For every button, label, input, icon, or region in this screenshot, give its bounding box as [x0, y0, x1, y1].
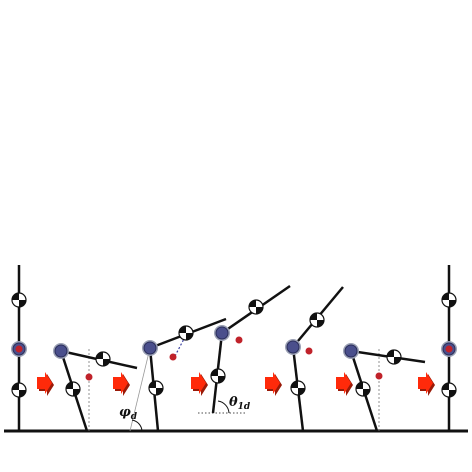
pose-4: θ1d	[198, 284, 291, 414]
motion-direction-arrow-icon	[418, 372, 435, 396]
pose-6	[342, 342, 426, 432]
motion-direction-arrow-icon	[113, 372, 130, 396]
lower-link-com-icon	[65, 381, 81, 397]
pose-5	[284, 286, 344, 432]
lower-link-com-icon	[210, 368, 226, 384]
pose-2	[52, 342, 138, 432]
hip-joint-icon	[284, 338, 302, 356]
upper-link-com-icon	[386, 349, 402, 365]
pose-7-standing	[440, 265, 458, 431]
hip-joint-icon	[141, 339, 159, 357]
lower-link-com-icon	[441, 382, 457, 398]
center-of-mass-icon	[235, 336, 243, 344]
hip-joint-icon	[213, 324, 231, 342]
center-of-mass-icon	[169, 353, 177, 361]
upper-link-com-icon	[178, 325, 194, 341]
pose-3: φd	[119, 317, 227, 432]
hip-joint-icon	[10, 340, 28, 358]
motion-direction-arrow-icon	[37, 372, 54, 396]
motion-direction-arrow-icon	[265, 372, 282, 396]
upper-link-com-icon	[441, 292, 457, 308]
center-of-mass-icon	[85, 373, 93, 381]
hip-joint-icon	[342, 342, 360, 360]
phi-d-label: φd	[119, 405, 138, 422]
theta-1d-label: θ1d	[229, 395, 251, 412]
lower-link-com-icon	[355, 381, 371, 397]
upper-link-com-icon	[309, 312, 325, 328]
upper-link-com-icon	[248, 299, 264, 315]
upper-link-com-icon	[95, 351, 111, 367]
center-of-mass-icon	[375, 372, 383, 380]
motion-direction-arrow-icon	[336, 372, 353, 396]
hip-joint-icon	[52, 342, 70, 360]
lower-link-com-icon	[290, 380, 306, 396]
hip-joint-icon	[440, 340, 458, 358]
pose-1-standing	[10, 265, 28, 431]
lower-link-com-icon	[11, 382, 27, 398]
center-of-mass-icon	[305, 347, 313, 355]
lower-link-com-icon	[148, 380, 164, 396]
motion-direction-arrow-icon	[191, 372, 208, 396]
upper-link-com-icon	[11, 292, 27, 308]
